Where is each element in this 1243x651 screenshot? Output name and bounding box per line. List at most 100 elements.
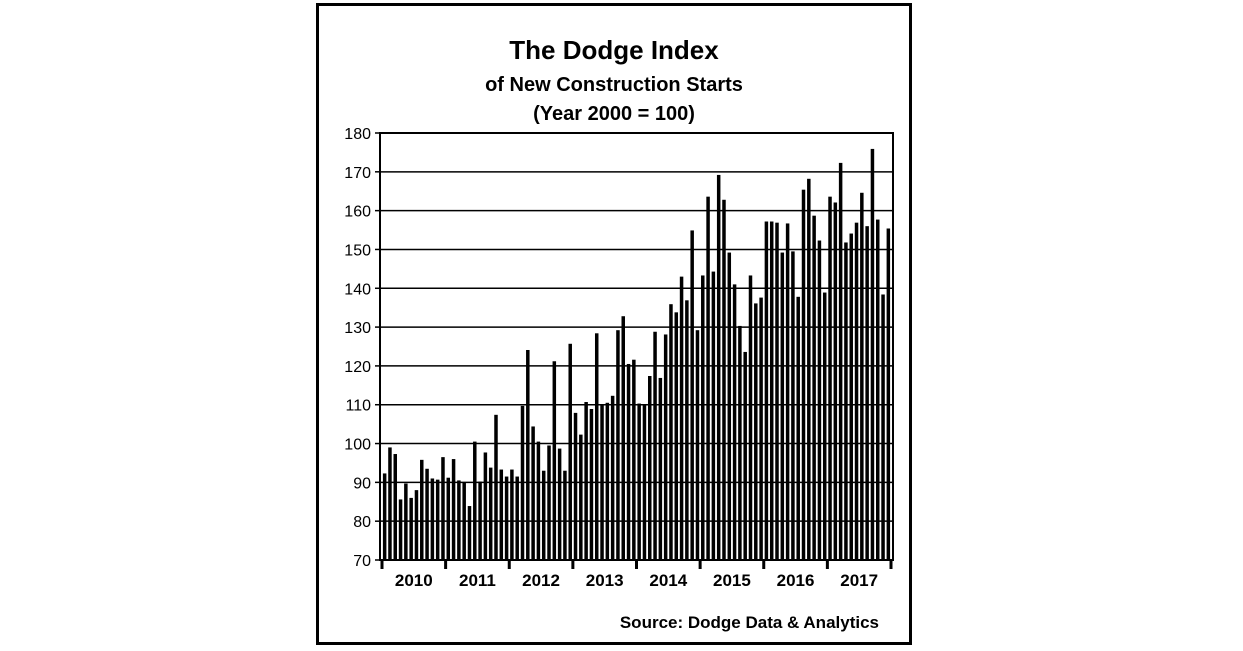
bar: [860, 192, 864, 560]
bar: [669, 304, 673, 560]
x-tick-label: 2016: [777, 571, 815, 590]
bar: [828, 196, 832, 561]
x-tick-label: 2015: [713, 571, 751, 590]
bar: [520, 405, 525, 560]
y-tick-label: 120: [344, 359, 371, 376]
bar: [515, 476, 519, 560]
bar: [886, 228, 891, 560]
bar: [430, 478, 435, 560]
bar: [732, 284, 737, 560]
chart-frame: The Dodge Index of New Construction Star…: [316, 3, 912, 645]
y-tick-label: 110: [345, 398, 371, 415]
bar: [743, 351, 747, 560]
bar: [695, 330, 700, 560]
bar: [764, 221, 769, 561]
bar: [473, 441, 477, 560]
bar: [780, 252, 785, 560]
bar: [870, 148, 875, 560]
bar: [769, 221, 774, 561]
bar: [425, 468, 429, 560]
x-tick-label: 2010: [395, 571, 433, 590]
bar: [451, 459, 456, 560]
bar: [594, 333, 599, 560]
bar: [541, 470, 546, 560]
bar: [632, 359, 636, 560]
bar: [754, 303, 758, 560]
bar: [504, 476, 509, 560]
bar: [663, 334, 668, 560]
bar: [849, 233, 853, 560]
bar: [605, 402, 610, 560]
bar: [621, 316, 625, 560]
source-note: Source: Dodge Data & Analytics: [619, 613, 879, 632]
x-tick-label: 2011: [459, 571, 496, 590]
y-tick-label: 80: [353, 514, 371, 531]
bar: [557, 448, 562, 560]
bar: [420, 459, 424, 560]
bar: [785, 223, 790, 561]
x-tick-label: 2012: [522, 571, 560, 590]
bar: [727, 252, 732, 560]
bar: [706, 196, 710, 561]
bar: [531, 426, 535, 560]
bar: [716, 174, 721, 560]
bar: [584, 402, 588, 560]
bar: [404, 483, 408, 560]
bar: [838, 162, 843, 560]
x-tick-label: 2014: [649, 571, 687, 590]
chart-subtitle-base: (Year 2000 = 100): [533, 103, 695, 125]
bar: [435, 479, 440, 560]
bar: [579, 434, 583, 560]
bar: [568, 343, 572, 560]
bar: [701, 275, 705, 560]
bar: [446, 477, 451, 560]
bar: [610, 395, 615, 560]
bar: [600, 404, 604, 560]
y-tick-label: 170: [344, 165, 371, 182]
bar: [658, 377, 663, 560]
bar: [854, 222, 859, 561]
bar: [547, 445, 551, 560]
bar: [414, 490, 419, 560]
bar: [875, 219, 880, 560]
y-tick-label: 130: [344, 320, 371, 337]
y-tick-label: 140: [344, 281, 371, 298]
bar: [679, 276, 684, 560]
bar: [642, 405, 647, 560]
bar: [393, 454, 398, 560]
x-tick-label: 2017: [840, 571, 878, 590]
bar: [409, 497, 413, 560]
bar: [881, 294, 885, 560]
bar: [722, 199, 726, 560]
bar: [711, 271, 716, 560]
bar: [573, 412, 578, 560]
bar-plot: 70 80 90 100 110 120 130 140 150 160 170 180 2010 201…: [344, 126, 894, 590]
bar: [648, 376, 652, 560]
bar: [738, 325, 742, 560]
bar: [637, 403, 641, 560]
bar: [488, 467, 493, 560]
bar: [563, 470, 567, 560]
bar: [388, 447, 392, 560]
bar: [674, 312, 679, 560]
bar: [865, 226, 869, 560]
bar: [483, 452, 488, 560]
bar: [499, 469, 504, 560]
bar: [526, 349, 530, 560]
bar: [796, 296, 800, 560]
bar: [382, 473, 387, 560]
bar: [801, 189, 806, 560]
bar: [844, 242, 848, 560]
bar: [791, 251, 795, 561]
bar: [833, 202, 838, 560]
bar: [536, 441, 541, 560]
bar: [822, 292, 827, 560]
y-tick-label: 100: [344, 437, 371, 454]
bar: [812, 215, 816, 560]
bar: [398, 499, 403, 560]
bar: [748, 275, 753, 560]
y-tick-label: 150: [344, 242, 371, 259]
bar: [616, 330, 620, 560]
bar: [478, 481, 482, 560]
bar: [462, 482, 466, 560]
